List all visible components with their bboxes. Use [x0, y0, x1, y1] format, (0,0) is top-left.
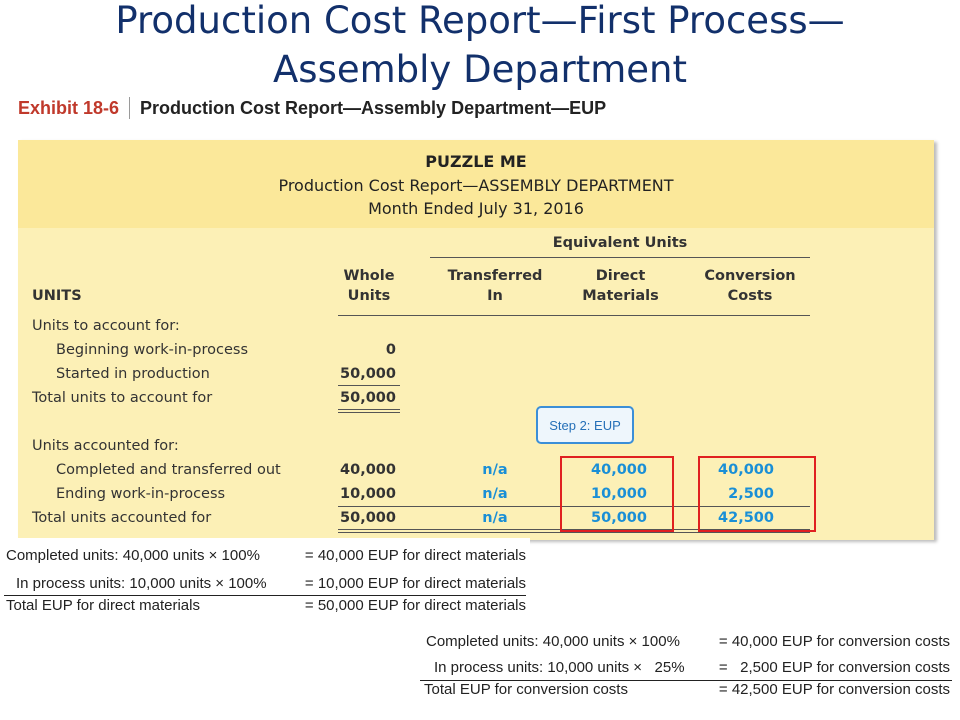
cc-calc-row: Completed units: 40,000 units × 100% = 4…: [416, 632, 956, 652]
dm-calc-total-right: = 50,000 EUP for direct materials: [304, 597, 526, 614]
step-2-eup-badge: Step 2: EUP: [536, 406, 634, 444]
to-account-heading: Units to account for:: [32, 318, 180, 334]
total-accounted-direct-materials: 50,000: [591, 510, 647, 526]
eu-header-rule: [430, 257, 810, 258]
report-period: Month Ended July 31, 2016: [368, 199, 584, 218]
total-accounted-transferred-in: n/a: [482, 510, 508, 526]
conversion-costs-header-2: Costs: [727, 288, 773, 304]
cc-calc-total-right: = 42,500 EUP for conversion costs: [718, 681, 950, 698]
dm-calc-row: Completed units: 40,000 units × 100% = 4…: [0, 546, 530, 566]
accounted-subtotal-rule: [338, 506, 810, 507]
row-beginning-wip-label: Beginning work-in-process: [56, 342, 249, 358]
dm-calc-total-left: Total EUP for direct materials: [6, 597, 200, 614]
dm-calc-in-process-left: In process units: 10,000 units × 100%: [16, 575, 267, 592]
company-name: PUZZLE ME: [425, 152, 527, 171]
cc-calc-row: In process units: 10,000 units × 25% = 2…: [416, 658, 956, 678]
dm-calc-completed-left: Completed units: 40,000 units × 100%: [6, 547, 260, 564]
total-accounted-whole: 50,000: [340, 510, 396, 526]
direct-materials-highlight-box: [560, 456, 674, 532]
exhibit-title: Production Cost Report—Assembly Departme…: [140, 97, 607, 118]
report-name: Production Cost Report—ASSEMBLY DEPARTME…: [278, 176, 674, 195]
dm-eup-calculation: Completed units: 40,000 units × 100% = 4…: [0, 538, 530, 618]
row-ending-wip-whole: 10,000: [340, 486, 396, 502]
exhibit-caption: Exhibit 18-6 Production Cost Report—Asse…: [18, 96, 606, 120]
accounted-heading: Units accounted for:: [32, 438, 179, 454]
row-ending-wip-conversion-costs: 2,500: [728, 486, 774, 502]
conversion-costs-header-1: Conversion: [704, 268, 796, 284]
conversion-costs-highlight-box: [698, 456, 816, 532]
direct-materials-header-1: Direct: [595, 268, 646, 284]
total-double-rule-top: [338, 409, 400, 410]
cc-eup-calculation: Completed units: 40,000 units × 100% = 4…: [416, 622, 956, 704]
total-double-rule-top-2: [338, 529, 810, 530]
report-header: PUZZLE ME Production Cost Report—ASSEMBL…: [18, 140, 934, 228]
total-to-account-label: Total units to account for: [32, 390, 213, 406]
dm-calc-rule: [4, 595, 526, 596]
total-double-rule-bottom: [338, 412, 400, 413]
row-ending-wip-label: Ending work-in-process: [56, 486, 226, 502]
subtotal-rule: [338, 385, 400, 386]
slide-title-line1: Production Cost Report—First Process—: [115, 0, 845, 42]
units-column-label: UNITS: [32, 288, 82, 304]
row-started-whole: 50,000: [340, 366, 396, 382]
cc-calc-total-left: Total EUP for conversion costs: [424, 681, 628, 698]
equivalent-units-header: Equivalent Units: [552, 235, 688, 251]
whole-units-header-2: Units: [347, 288, 391, 304]
total-accounted-label: Total units accounted for: [32, 510, 212, 526]
column-header-rule: [338, 315, 810, 316]
row-ending-wip-direct-materials: 10,000: [591, 486, 647, 502]
row-completed-conversion-costs: 40,000: [718, 462, 774, 478]
row-beginning-wip-whole: 0: [385, 342, 396, 358]
slide-title-line2: Assembly Department: [273, 48, 687, 91]
row-ending-wip-transferred-in: n/a: [482, 486, 508, 502]
cc-calc-completed-left: Completed units: 40,000 units × 100%: [426, 633, 680, 650]
total-accounted-conversion-costs: 42,500: [718, 510, 774, 526]
row-started-label: Started in production: [56, 366, 210, 382]
direct-materials-header-2: Materials: [582, 288, 659, 304]
production-cost-report: PUZZLE ME Production Cost Report—ASSEMBL…: [18, 140, 934, 540]
whole-units-header-1: Whole: [343, 268, 395, 284]
transferred-in-header-2: In: [487, 288, 503, 304]
transferred-in-header-1: Transferred: [447, 268, 543, 284]
cc-calc-total-row: Total EUP for conversion costs = 42,500 …: [416, 680, 956, 700]
dm-calc-row: In process units: 10,000 units × 100% = …: [0, 574, 530, 594]
row-completed-label: Completed and transferred out: [56, 462, 281, 478]
dm-calc-in-process-right: = 10,000 EUP for direct materials: [304, 575, 526, 592]
total-double-rule-bottom-2: [338, 532, 810, 533]
total-to-account-whole: 50,000: [340, 390, 396, 406]
dm-calc-completed-right: = 40,000 EUP for direct materials: [304, 547, 526, 564]
dm-calc-total-row: Total EUP for direct materials = 50,000 …: [0, 596, 530, 616]
exhibit-divider: [129, 97, 131, 119]
exhibit-number: Exhibit 18-6: [18, 97, 120, 118]
cc-calc-in-process-left: In process units: 10,000 units × 25%: [434, 659, 685, 676]
row-completed-transferred-in: n/a: [482, 462, 508, 478]
slide-title: Production Cost Report—First Process— As…: [0, 0, 960, 94]
cc-calc-completed-right: = 40,000 EUP for conversion costs: [718, 633, 950, 650]
row-completed-whole: 40,000: [340, 462, 396, 478]
cc-calc-rule: [420, 680, 952, 681]
row-completed-direct-materials: 40,000: [591, 462, 647, 478]
cc-calc-in-process-right: = 2,500 EUP for conversion costs: [718, 659, 950, 676]
